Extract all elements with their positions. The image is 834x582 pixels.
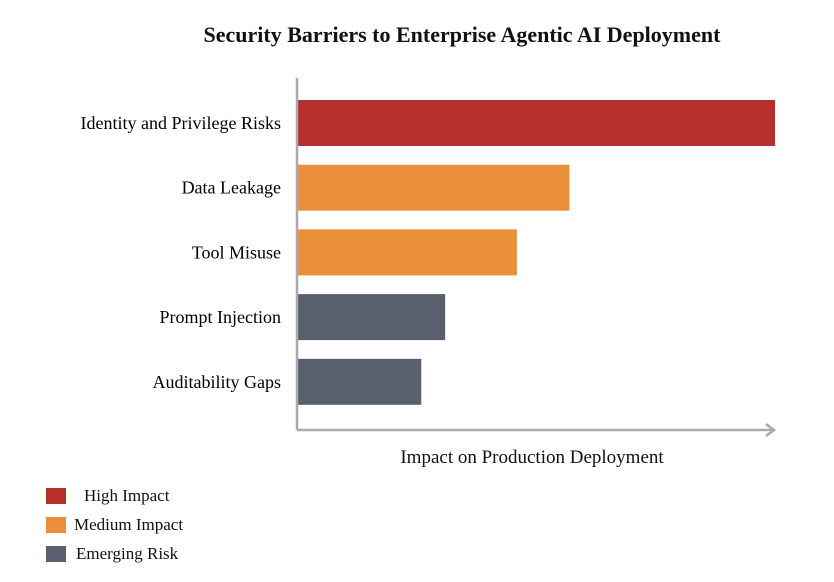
bar bbox=[297, 358, 422, 405]
legend-item-high: High Impact bbox=[46, 486, 169, 506]
bar bbox=[297, 164, 570, 211]
legend-item-medium: Medium Impact bbox=[46, 515, 183, 535]
category-label: Auditability Gaps bbox=[153, 372, 282, 392]
x-axis-arrow-icon bbox=[765, 423, 777, 437]
category-label: Identity and Privilege Risks bbox=[81, 113, 281, 133]
legend-swatch-emerging bbox=[46, 546, 66, 562]
legend-item-emerging: Emerging Risk bbox=[46, 544, 178, 564]
bar bbox=[297, 100, 775, 146]
category-label: Data Leakage bbox=[182, 178, 281, 198]
legend-swatch-medium bbox=[46, 517, 66, 533]
bar bbox=[297, 294, 446, 341]
category-label: Tool Misuse bbox=[192, 242, 281, 262]
legend-label: High Impact bbox=[84, 486, 170, 505]
legend-label: Emerging Risk bbox=[76, 544, 179, 563]
category-label: Prompt Injection bbox=[160, 307, 281, 327]
chart-title: Security Barriers to Enterprise Agentic … bbox=[203, 22, 721, 47]
legend-swatch-high bbox=[46, 488, 66, 504]
bar bbox=[297, 229, 517, 276]
x-axis-label: Impact on Production Deployment bbox=[400, 447, 664, 468]
legend-label: Medium Impact bbox=[74, 515, 184, 534]
